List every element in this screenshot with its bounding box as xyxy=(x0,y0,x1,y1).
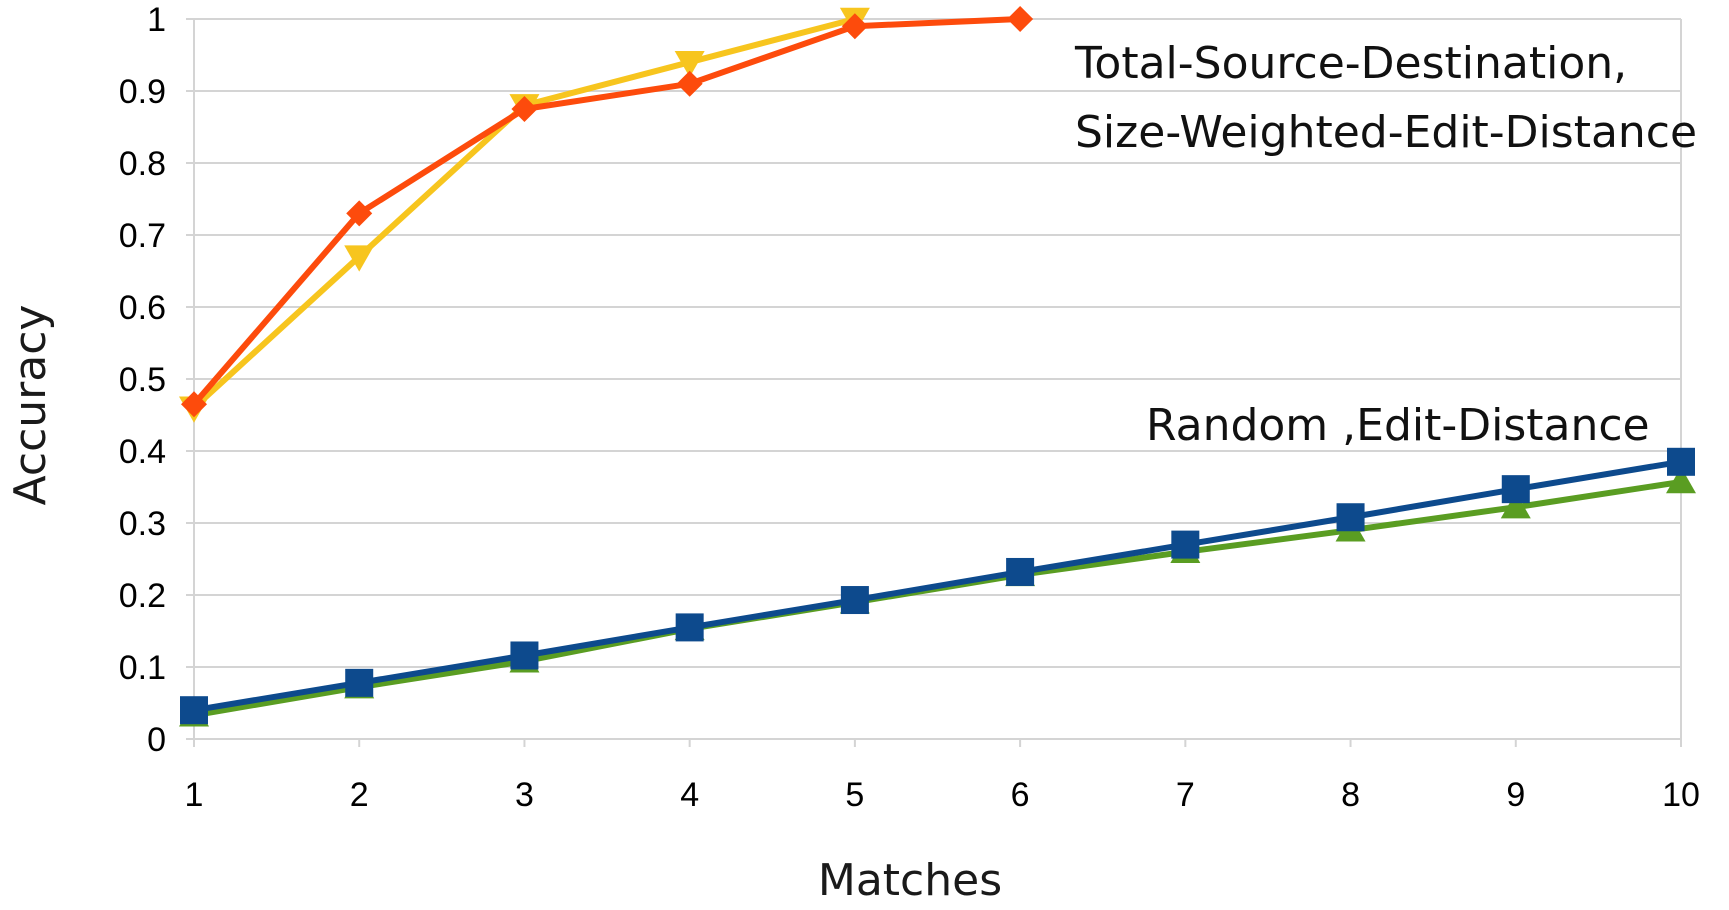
x-tick-label: 9 xyxy=(1506,776,1525,814)
annotation-lower: Random ,Edit-Distance xyxy=(1146,400,1650,451)
x-tick-label: 3 xyxy=(515,776,534,814)
annotation-upper-line1: Total-Source-Destination, xyxy=(1074,38,1627,89)
y-tick-label: 0 xyxy=(147,721,166,759)
series-square xyxy=(180,447,1695,725)
y-tick-label: 0.5 xyxy=(119,361,166,399)
diamond-marker xyxy=(346,200,373,227)
y-tick-label: 0.7 xyxy=(119,217,166,255)
y-tick-label: 0.6 xyxy=(119,289,166,327)
x-tick-label: 5 xyxy=(845,776,864,814)
triangle-down-marker xyxy=(344,245,375,272)
x-tick-label: 2 xyxy=(350,776,369,814)
series-line xyxy=(191,16,1021,407)
y-tick-label: 0.3 xyxy=(119,505,166,543)
triangle-up-marker xyxy=(1500,492,1531,519)
triangle-up-marker xyxy=(1666,466,1696,494)
y-tick-label: 0.2 xyxy=(119,577,166,615)
triangle-down-marker xyxy=(674,50,705,78)
diamond-marker xyxy=(1007,6,1034,32)
x-tick-label: 4 xyxy=(680,776,699,814)
y-tick-label: 0.4 xyxy=(119,433,166,471)
x-axis-title: Matches xyxy=(818,855,1002,906)
y-axis-ticks: 0 0.1 0.2 0.3 0.4 0.5 0.6 0.7 0.8 0.9 1 xyxy=(119,1,166,759)
diamond-marker xyxy=(676,70,703,97)
annotation-upper-line2: Size-Weighted-Edit-Distance xyxy=(1075,107,1697,158)
series-group xyxy=(179,6,1696,727)
x-tick-label: 10 xyxy=(1662,776,1700,814)
square-marker xyxy=(180,696,208,725)
square-marker xyxy=(675,613,704,642)
series-line xyxy=(193,458,1682,714)
square-marker xyxy=(1171,530,1200,559)
square-marker xyxy=(1501,475,1530,504)
square-marker xyxy=(1006,557,1035,586)
diamond-marker xyxy=(511,96,538,122)
x-tick-label: 6 xyxy=(1011,776,1030,814)
y-tick-label: 1 xyxy=(147,1,166,39)
y-tick-label: 0.8 xyxy=(119,145,166,183)
y-tick-label: 0.1 xyxy=(119,649,166,687)
diamond-marker xyxy=(841,13,868,40)
diamond-marker xyxy=(181,391,207,418)
square-marker xyxy=(510,641,539,670)
x-tick-label: 8 xyxy=(1341,776,1360,814)
series-diamond xyxy=(181,6,1034,418)
square-marker xyxy=(840,586,869,615)
square-marker xyxy=(1667,447,1695,476)
x-tick-label: 1 xyxy=(185,776,204,814)
x-axis-ticks: 1 2 3 4 5 6 7 8 9 10 xyxy=(185,776,1700,814)
y-axis-title: Accuracy xyxy=(5,305,56,506)
x-tick-label: 7 xyxy=(1176,776,1195,814)
square-marker xyxy=(1336,503,1365,532)
y-tick-label: 0.9 xyxy=(119,73,166,111)
square-marker xyxy=(345,668,374,697)
